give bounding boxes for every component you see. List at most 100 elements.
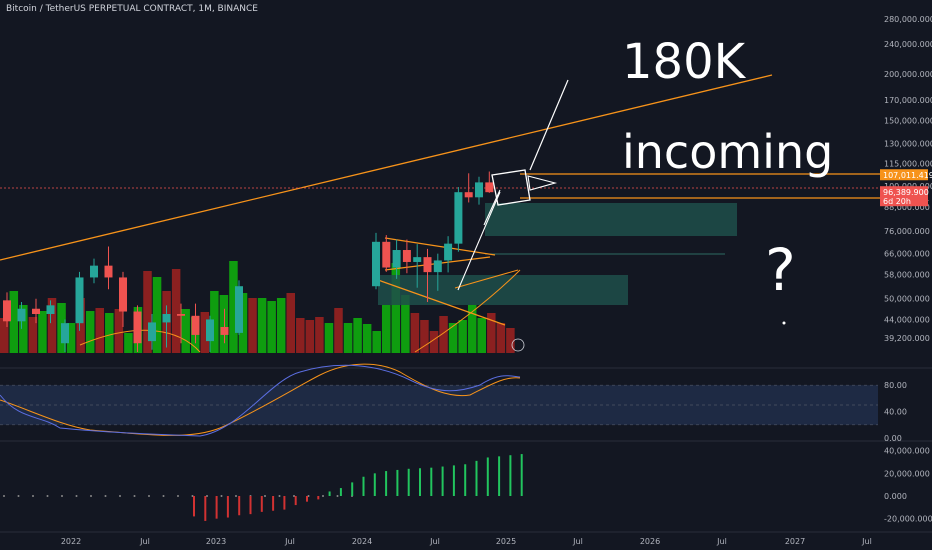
volume-bar xyxy=(95,308,104,353)
rsi-line xyxy=(0,364,521,437)
volume-bar xyxy=(210,291,219,353)
demand-zone xyxy=(485,203,737,236)
y-tick-label: 50,000.000 xyxy=(884,295,930,304)
volume-bar xyxy=(410,313,420,353)
volume-bar xyxy=(391,263,401,353)
volume-bar xyxy=(372,331,381,353)
volume-bar xyxy=(28,317,38,353)
volume-bar xyxy=(343,323,353,353)
volume-bar xyxy=(248,298,257,353)
hand-stroke xyxy=(483,189,501,226)
volume-bar xyxy=(47,298,57,353)
volume-bar xyxy=(382,305,391,353)
y-tick-label: 170,000.000 xyxy=(884,96,932,105)
y-tick-label: 58,000.000 xyxy=(884,271,930,280)
volume-bar xyxy=(467,305,477,353)
hist-tick-label: 40,000.000 xyxy=(884,447,930,456)
wedge-line xyxy=(454,269,519,289)
y-tick-label: 44,000.000 xyxy=(884,315,930,324)
volume-bar xyxy=(66,323,76,353)
y-tick-label: 280,000.000 xyxy=(884,15,932,24)
y-tick-label: 115,000.000 xyxy=(884,160,932,169)
candle-body xyxy=(32,308,40,315)
volume-bar xyxy=(181,309,190,353)
hist-zero-dot xyxy=(278,495,281,497)
volume-bar xyxy=(171,269,181,353)
candle-body xyxy=(382,241,391,268)
volume-bar xyxy=(305,320,315,353)
volume-bar xyxy=(152,277,162,353)
candle-body xyxy=(61,323,69,344)
x-tick-label: Jul xyxy=(716,537,727,546)
y-tick-label: 130,000.000 xyxy=(884,140,932,149)
volume-bar xyxy=(324,323,334,353)
hist-zero-dot xyxy=(336,495,339,497)
candle-body xyxy=(392,250,401,268)
hist-zero-dot xyxy=(322,495,324,497)
candle-body xyxy=(104,265,113,278)
x-tick-label: 2025 xyxy=(496,537,516,546)
volume-bar xyxy=(401,295,410,353)
volume-bar xyxy=(362,324,372,353)
candle-body xyxy=(444,243,453,261)
rsi-tick-label: 40.00 xyxy=(884,408,907,417)
candle-body xyxy=(177,314,185,316)
candle-body xyxy=(206,319,214,342)
annotation-180k: 180K xyxy=(622,34,747,90)
hist-zero-dot xyxy=(104,495,107,497)
x-tick-label: Jul xyxy=(861,537,872,546)
volume-bar xyxy=(124,333,133,353)
volume-bar xyxy=(315,317,324,353)
candle-body xyxy=(3,300,11,322)
volume-bar xyxy=(286,293,295,353)
hand-triangle xyxy=(527,175,558,191)
hist-zero-dot xyxy=(162,495,165,497)
volume-bar xyxy=(458,320,467,353)
trend-line xyxy=(0,74,773,261)
hist-zero-dot xyxy=(148,495,150,497)
rsi-tick-label: 0.00 xyxy=(884,434,902,443)
annotation-question: ? xyxy=(765,236,796,304)
price-label-high: 107,011.419 xyxy=(883,171,932,180)
volume-bar xyxy=(229,261,238,353)
hand-arrow xyxy=(529,79,569,171)
price-label-last-bg xyxy=(880,186,928,207)
volume-bar xyxy=(0,318,9,353)
volume-bar xyxy=(506,328,515,353)
volume-bar xyxy=(200,312,210,353)
candle-body xyxy=(162,314,171,323)
hist-zero-dot xyxy=(293,495,295,497)
hist-zero-dot xyxy=(133,495,136,497)
volume-bar xyxy=(85,311,95,353)
volume-bar xyxy=(114,309,124,353)
x-tick-label: Jul xyxy=(284,537,295,546)
volume-bar xyxy=(477,318,486,353)
hist-zero-dot xyxy=(61,495,63,497)
hand-stroke xyxy=(457,191,501,291)
hist-zero-dot xyxy=(32,495,34,497)
x-tick-label: 2026 xyxy=(640,537,660,546)
volume-bar xyxy=(19,305,28,353)
rsi-tick-label: 80.00 xyxy=(884,381,907,390)
y-tick-label: 76,000.000 xyxy=(884,227,930,236)
annotation-incoming: incoming xyxy=(622,125,833,179)
ma-curve xyxy=(414,269,521,353)
volume-bar xyxy=(219,295,229,353)
wedge-line xyxy=(377,279,506,326)
hist-zero-dot xyxy=(46,495,49,497)
hand-box xyxy=(491,169,531,206)
x-tick-label: 2027 xyxy=(785,537,805,546)
candle-body xyxy=(235,286,243,333)
candle-body xyxy=(372,241,380,287)
hist-zero-dot xyxy=(75,495,78,497)
candle-body xyxy=(148,322,156,342)
hist-tick-label: -20,000.000 xyxy=(884,515,932,524)
hist-zero-dot xyxy=(119,495,121,497)
candle-body xyxy=(433,260,442,273)
volume-bar xyxy=(439,316,448,353)
volume-bar xyxy=(276,298,286,353)
candle-body xyxy=(75,277,84,324)
volume-bar xyxy=(38,311,47,353)
x-tick-label: Jul xyxy=(572,537,583,546)
